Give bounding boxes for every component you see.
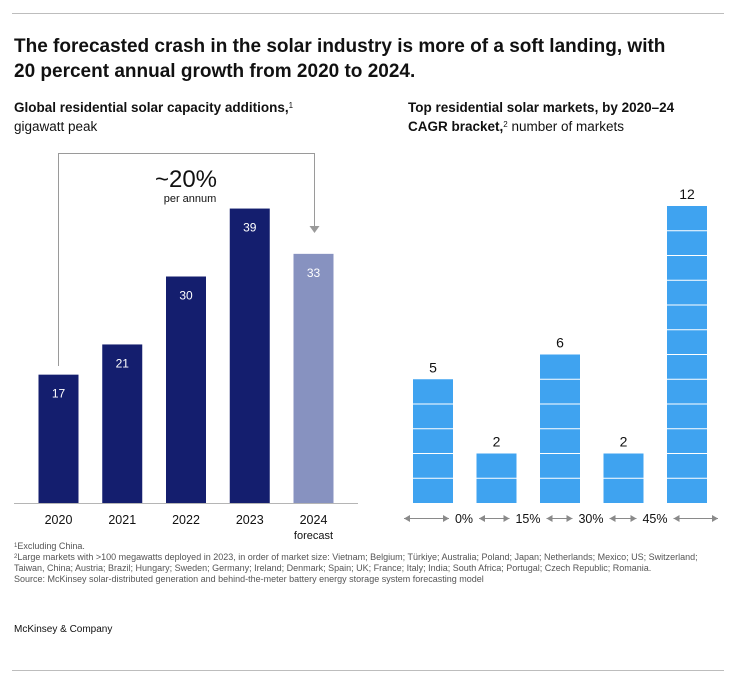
bar-2022 bbox=[166, 276, 206, 503]
footnote-2: 2Large markets with >100 megawatts deplo… bbox=[14, 552, 726, 574]
headline: The forecasted crash in the solar indust… bbox=[14, 34, 714, 84]
bar-<0% bbox=[413, 379, 453, 503]
bar-value-label: 17 bbox=[52, 387, 66, 401]
bar-value-label: 2 bbox=[620, 434, 628, 450]
footnote-1-marker: 1 bbox=[14, 543, 18, 549]
bracket-marker-label: 45% bbox=[642, 512, 667, 526]
growth-arrow-icon bbox=[309, 226, 320, 233]
bar-value-label: 6 bbox=[556, 335, 564, 351]
left-subtitle: gigawatt peak bbox=[14, 119, 98, 134]
footnote-1: 1Excluding China. bbox=[14, 541, 726, 552]
growth-sublabel: per annum bbox=[164, 193, 217, 205]
footnote-1-text: Excluding China. bbox=[17, 541, 85, 551]
footnote-2-text: Large markets with >100 megawatts deploy… bbox=[14, 552, 698, 573]
x-tick-label: 2022 bbox=[172, 513, 200, 527]
x-tick-sublabel: forecast bbox=[294, 530, 333, 542]
bracket-marker-label: 15% bbox=[515, 512, 540, 526]
axis-arrow-icon bbox=[479, 515, 485, 522]
bar-2024 bbox=[293, 253, 334, 503]
growth-bracket bbox=[58, 153, 315, 366]
footnote-2-marker: 2 bbox=[14, 554, 18, 560]
right-title-line-1: Top residential solar markets, by 2020–2… bbox=[408, 100, 675, 115]
right-panel-title: Top residential solar markets, by 2020–2… bbox=[408, 98, 728, 136]
left-panel-title: Global residential solar capacity additi… bbox=[14, 98, 394, 136]
axis-arrow-icon bbox=[443, 515, 449, 522]
right-title-line-2: CAGR bracket, bbox=[408, 119, 504, 134]
brand-logo: McKinsey & Company bbox=[14, 624, 113, 635]
axis-arrow-icon bbox=[503, 515, 510, 522]
bar-value-label: 33 bbox=[307, 266, 321, 280]
left-title-text: Global residential solar capacity additi… bbox=[14, 100, 289, 115]
axis-arrow-icon bbox=[673, 515, 680, 522]
axis-arrow-icon bbox=[546, 515, 553, 522]
footnotes: 1Excluding China. 2Large markets with >1… bbox=[14, 541, 726, 585]
top-rule bbox=[12, 13, 724, 14]
bottom-rule bbox=[12, 670, 724, 671]
axis-arrow-icon bbox=[609, 515, 616, 522]
right-title-footnote: 2 bbox=[503, 120, 508, 129]
x-tick-label: 2021 bbox=[108, 513, 136, 527]
axis-arrow-icon bbox=[404, 515, 410, 522]
bar-value-label: 5 bbox=[429, 359, 437, 375]
bar-value-label: 21 bbox=[116, 356, 130, 370]
x-tick-label: 2023 bbox=[236, 513, 264, 527]
bar-2021 bbox=[102, 344, 143, 503]
axis-arrow-icon bbox=[712, 515, 718, 522]
growth-label: ~20% bbox=[155, 166, 217, 193]
bar-2023 bbox=[229, 208, 270, 504]
right-subtitle: number of markets bbox=[511, 119, 625, 134]
left-title-footnote: 1 bbox=[288, 101, 294, 110]
bracket-marker-label: 30% bbox=[578, 512, 603, 526]
bar-value-label: 39 bbox=[243, 221, 257, 235]
headline-line-2: 20 percent annual growth from 2020 to 20… bbox=[14, 61, 416, 82]
bar-2020 bbox=[38, 374, 79, 503]
bar-value-label: 2 bbox=[493, 434, 501, 450]
headline-line-1: The forecasted crash in the solar indust… bbox=[14, 36, 666, 57]
bar-value-label: 30 bbox=[179, 289, 193, 303]
bracket-marker-label: 0% bbox=[455, 512, 473, 526]
bar-value-label: 12 bbox=[679, 186, 695, 202]
x-tick-label: 2024 bbox=[300, 513, 328, 527]
axis-arrow-icon bbox=[630, 515, 637, 522]
x-tick-label: 2020 bbox=[45, 513, 73, 527]
source-note: Source: McKinsey solar-distributed gener… bbox=[14, 574, 484, 584]
axis-arrow-icon bbox=[566, 515, 573, 522]
